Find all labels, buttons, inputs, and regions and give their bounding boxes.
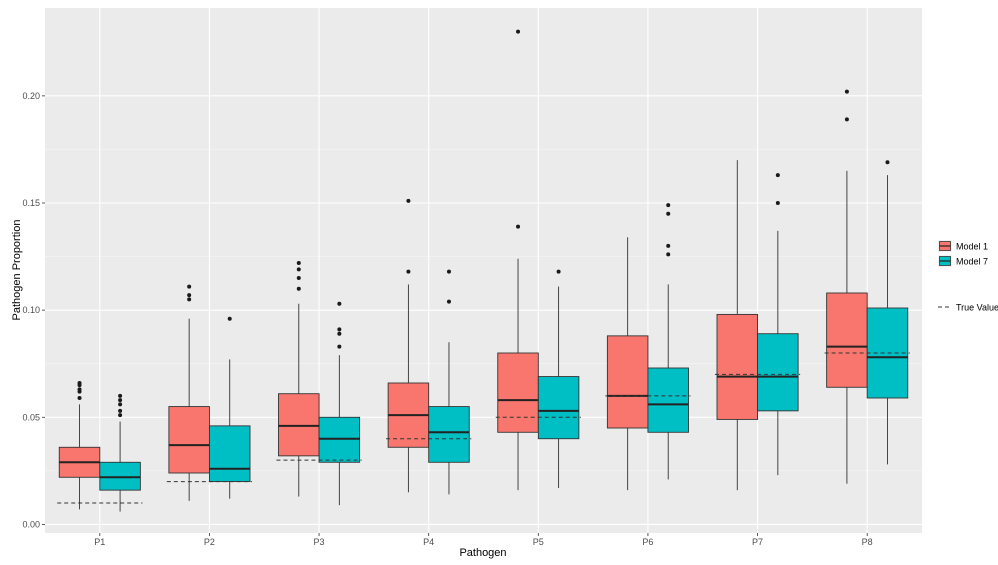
outlier-point (516, 29, 521, 34)
box-model-7 (537, 376, 580, 440)
box-model-1 (278, 393, 320, 457)
outlier-point (187, 284, 192, 289)
x-tick-label: P2 (204, 537, 215, 547)
outlier-point (556, 269, 561, 274)
box-model-1 (606, 335, 649, 429)
outlier-point (844, 89, 849, 94)
x-tick-label: P4 (423, 537, 434, 547)
y-tick-label: 0.00 (22, 519, 40, 529)
outlier-point (187, 297, 192, 302)
outliers (77, 29, 890, 418)
outlier-point (775, 201, 780, 205)
outlier-point (337, 331, 342, 336)
outlier-point (118, 402, 123, 407)
outlier-point (666, 243, 671, 248)
outlier-point (844, 117, 849, 122)
y-axis-ticks: 0.00 0.05 0.10 0.15 0.20 (22, 91, 45, 529)
outlier-point (296, 276, 301, 280)
x-tick-label: P6 (642, 537, 653, 547)
outlier-point (296, 286, 301, 291)
x-tick-label: P7 (752, 537, 763, 547)
y-tick-label: 0.15 (22, 198, 40, 208)
outlier-point (118, 413, 123, 418)
true-value-lines (57, 352, 910, 504)
legend-label: Model 7 (956, 257, 988, 267)
x-tick-label: P5 (533, 537, 544, 547)
outlier-point (406, 269, 411, 274)
outlier-point (775, 173, 780, 178)
outlier-point (885, 160, 890, 165)
outlier-point (337, 327, 342, 332)
box-model-7 (208, 425, 251, 483)
x-tick-label: P1 (94, 537, 105, 547)
outlier-point (446, 299, 451, 304)
outlier-point (296, 267, 301, 272)
box-model-7 (428, 406, 470, 463)
y-tick-label: 0.10 (22, 305, 40, 315)
outlier-point (77, 387, 82, 392)
y-axis-title: Pathogen Proportion (11, 220, 23, 321)
whiskers (79, 160, 888, 512)
x-axis-title: Pathogen (459, 547, 506, 559)
box-model-1 (497, 352, 539, 433)
outlier-point (77, 381, 82, 385)
outlier-point (227, 316, 232, 321)
y-tick-label: 0.05 (22, 412, 40, 422)
legend: Model 1 Model 7 True Value (938, 240, 998, 313)
boxes (58, 292, 909, 491)
x-tick-label: P8 (862, 537, 873, 547)
outlier-point (118, 398, 123, 403)
outlier-point (187, 293, 192, 298)
box-model-1 (168, 406, 210, 474)
outlier-point (666, 252, 671, 257)
outlier-point (118, 408, 123, 413)
outlier-point (296, 261, 301, 265)
box-model-7 (757, 333, 799, 412)
outlier-point (337, 344, 342, 349)
x-axis-ticks: P1 P2 P3 P4 P5 P6 P7 P8 (94, 533, 873, 547)
outlier-point (516, 224, 521, 229)
box-model-1 (826, 292, 868, 388)
outlier-point (118, 393, 123, 398)
box-model-7 (318, 416, 361, 463)
legend-label: Model 1 (956, 242, 988, 252)
outlier-point (77, 396, 82, 400)
box-model-7 (99, 461, 141, 491)
y-tick-label: 0.20 (22, 91, 40, 101)
box-model-1 (716, 313, 759, 420)
outlier-point (446, 269, 451, 274)
outlier-point (666, 203, 671, 208)
outlier-point (406, 198, 411, 203)
box-model-7 (647, 367, 689, 433)
outlier-point (666, 211, 671, 216)
legend-label: True Value (956, 303, 998, 313)
outlier-point (337, 301, 342, 306)
x-tick-label: P3 (314, 537, 325, 547)
